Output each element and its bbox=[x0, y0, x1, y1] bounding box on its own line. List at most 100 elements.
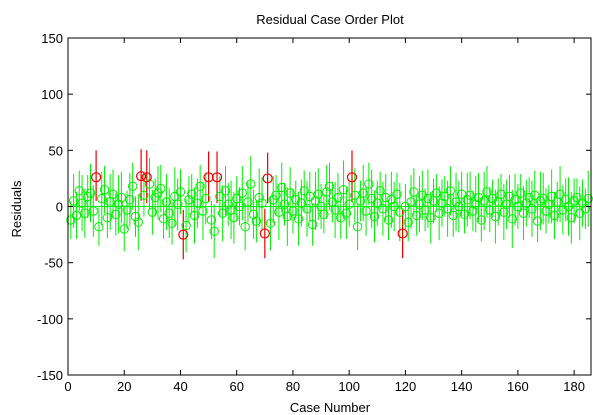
residual-point bbox=[119, 224, 129, 234]
residual-point bbox=[307, 219, 318, 230]
residual-point bbox=[276, 182, 287, 193]
residual-point bbox=[375, 186, 385, 196]
residual-point bbox=[572, 192, 582, 203]
residual-point bbox=[139, 190, 149, 200]
residual-point bbox=[167, 218, 177, 229]
residual-point bbox=[440, 191, 450, 202]
residual-point bbox=[189, 210, 200, 221]
outlier-point bbox=[178, 229, 189, 240]
residual-point bbox=[569, 196, 579, 206]
outlier-point bbox=[141, 172, 152, 183]
residual-point bbox=[330, 205, 340, 215]
residual-point bbox=[74, 186, 84, 196]
x-tick-label: 40 bbox=[173, 379, 187, 394]
residual-point bbox=[549, 210, 560, 221]
residual-point bbox=[181, 220, 191, 231]
outlier-point bbox=[136, 171, 147, 182]
residual-point bbox=[395, 207, 405, 217]
residual-point bbox=[482, 187, 492, 197]
residual-point bbox=[150, 192, 160, 203]
residual-point bbox=[378, 204, 388, 214]
residual-point bbox=[451, 197, 461, 207]
residual-point bbox=[285, 188, 295, 198]
residual-point bbox=[414, 199, 425, 209]
residual-point bbox=[77, 198, 87, 208]
residual-point bbox=[265, 218, 276, 229]
residual-point bbox=[85, 188, 96, 198]
residual-point bbox=[507, 214, 517, 224]
residual-point bbox=[248, 209, 259, 220]
residual-point bbox=[147, 207, 158, 217]
residual-point bbox=[527, 204, 537, 214]
y-tick-label: 150 bbox=[41, 31, 63, 46]
residual-point bbox=[420, 205, 430, 215]
residual-point bbox=[324, 181, 335, 191]
residual-point bbox=[496, 189, 506, 199]
residual-point bbox=[426, 213, 436, 223]
residual-point bbox=[195, 181, 205, 191]
residual-point bbox=[403, 217, 413, 227]
x-axis-label: Case Number bbox=[290, 400, 371, 415]
residual-point bbox=[201, 193, 211, 204]
residual-point bbox=[504, 191, 515, 202]
residual-point bbox=[296, 198, 307, 208]
residual-point bbox=[563, 201, 574, 212]
y-tick-label: -50 bbox=[44, 256, 63, 271]
residual-point bbox=[88, 206, 99, 216]
residual-point bbox=[80, 208, 90, 218]
residual-point bbox=[257, 198, 267, 208]
residual-point bbox=[108, 189, 118, 199]
residual-point bbox=[310, 196, 321, 206]
residual-point bbox=[127, 181, 138, 191]
residual-point bbox=[116, 192, 127, 203]
residual-point bbox=[82, 191, 93, 202]
residual-point bbox=[417, 190, 427, 200]
residual-point bbox=[175, 187, 186, 197]
residual-point bbox=[583, 193, 593, 204]
residual-point bbox=[291, 195, 301, 205]
residual-point bbox=[111, 209, 121, 220]
residual-point bbox=[555, 189, 565, 199]
axis-ticks-layer: 0 20 40 60 80 100 120 140 160 180 -150 -100 -50 0 50 10… bbox=[37, 31, 591, 394]
residual-point bbox=[445, 186, 456, 196]
residual-point bbox=[209, 226, 219, 236]
residual-point bbox=[274, 207, 284, 217]
residual-point bbox=[369, 211, 380, 222]
residual-point bbox=[521, 198, 532, 208]
residual-point bbox=[198, 206, 208, 216]
residual-point bbox=[465, 190, 475, 200]
residual-point bbox=[223, 199, 233, 209]
x-tick-label: 140 bbox=[451, 379, 473, 394]
y-tick-label: -150 bbox=[37, 368, 63, 383]
residual-point bbox=[409, 187, 419, 197]
residual-point bbox=[358, 188, 368, 198]
residual-point bbox=[215, 191, 225, 202]
residual-point bbox=[431, 188, 442, 198]
residual-point bbox=[302, 204, 312, 214]
x-tick-label: 80 bbox=[286, 379, 300, 394]
residual-point bbox=[279, 199, 290, 209]
residual-point bbox=[161, 197, 172, 207]
residual-point bbox=[381, 192, 391, 203]
residual-point bbox=[184, 195, 194, 205]
residual-point bbox=[144, 179, 155, 189]
y-axis-label: Residuals bbox=[9, 180, 24, 238]
y-tick-label: 50 bbox=[49, 143, 63, 158]
residual-point bbox=[234, 201, 245, 212]
residual-point bbox=[217, 208, 228, 218]
residual-point bbox=[400, 201, 411, 212]
residual-point bbox=[538, 193, 548, 204]
residual-point bbox=[442, 204, 453, 214]
residual-point bbox=[510, 195, 520, 205]
residual-point bbox=[243, 197, 253, 207]
residual-point bbox=[575, 208, 585, 218]
residual-point bbox=[535, 196, 546, 206]
residual-point bbox=[558, 205, 568, 215]
y-tick-label: 0 bbox=[56, 200, 63, 215]
residual-point bbox=[68, 196, 79, 206]
residual-point bbox=[386, 195, 397, 205]
residual-point bbox=[288, 206, 298, 216]
residual-point bbox=[237, 188, 248, 198]
residual-point bbox=[319, 209, 329, 220]
residual-point bbox=[172, 199, 183, 209]
